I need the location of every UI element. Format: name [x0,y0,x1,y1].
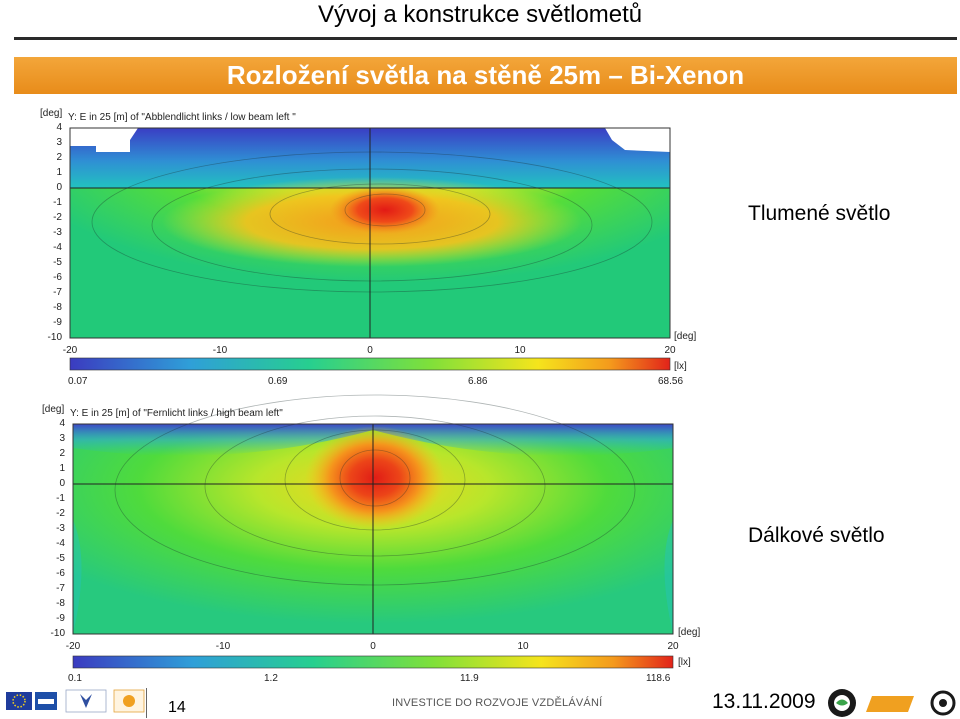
low-beam-x-tick-label: -20 [62,345,78,356]
high-beam-x-unit: [deg] [678,627,701,638]
high-beam-y-tick-label: -8 [56,598,65,609]
low-beam-plot-title: Y: E in 25 [m] of "Abblendlicht links / … [68,112,296,123]
high-beam-x-tick-label: -10 [215,641,231,652]
msmt-logo [65,689,107,713]
esf-logo [35,692,57,710]
e-tech-logo [866,690,956,716]
low-beam-x-tick-label: 10 [514,345,526,356]
high-beam-side-label: Dálkové světlo [748,524,885,547]
low-beam-y-tick-label: -6 [53,272,62,283]
slide-title: Vývoj a konstrukce světlometů [318,1,643,28]
footer-caption: INVESTICE DO ROZVOJE VZDĚLÁVÁNÍ [392,697,603,709]
high-beam-y-tick-label: 1 [59,463,65,474]
high-beam-x-tick-label: -20 [65,641,81,652]
high-beam-y-tick-label: -9 [56,613,65,624]
low-beam-y-tick-label: -8 [53,302,62,313]
low-beam-x-tick-label: 20 [664,345,676,356]
low-beam-y-tick-label: -2 [53,212,62,223]
high-beam-y-tick-label: 3 [59,433,65,444]
high-beam-x-tick-label: 0 [370,641,376,652]
high-beam-y-tick-label: -5 [56,553,65,564]
low-beam-y-tick-label: -5 [53,257,62,268]
high-beam-y-tick-label: 4 [59,418,65,429]
high-beam-x-tick-label: 20 [667,641,679,652]
low-beam-y-tick-label: 2 [56,152,62,163]
high-beam-scale-label: 1.2 [264,673,278,684]
low-beam-scale-label: 68.56 [658,376,684,387]
skoda-logo [828,689,856,717]
low-beam-side-label: Tlumené světlo [748,202,891,225]
low-beam-y-tick-label: 0 [56,182,62,193]
high-beam-y-tick-label: -6 [56,568,65,579]
title-banner: Rozložení světla na stěně 25m – Bi-Xenon [14,57,957,94]
high-beam-scale-label: 118.6 [646,673,671,684]
low-beam-y-tick-label: 3 [56,137,62,148]
low-beam-y-unit: [deg] [40,108,63,119]
high-beam-y-tick-label: -2 [56,508,65,519]
high-beam-y-tick-label: 2 [59,448,65,459]
high-beam-scale-bar [72,655,674,669]
op-vk-logo [113,689,145,713]
footer-separator [146,688,147,718]
low-beam-scale-bar [69,357,671,371]
low-beam-x-tick-label: -10 [212,345,228,356]
low-beam-scale-label: 6.86 [468,376,488,387]
low-beam-scale-label: 0.07 [68,376,88,387]
low-beam-y-tick-label: 1 [56,167,62,178]
low-beam-y-tick-label: -7 [53,287,62,298]
low-beam-y-tick-label: -10 [47,332,62,343]
high-beam-x-tick-label: 10 [517,641,529,652]
title-divider [14,37,957,40]
page-number: 14 [168,699,186,716]
high-beam-y-tick-label: -3 [56,523,65,534]
eu-flag-logo [6,692,32,710]
low-beam-y-tick-label: -3 [53,227,62,238]
banner-text: Rozložení světla na stěně 25m – Bi-Xenon [226,60,745,90]
low-beam-y-tick-label: -1 [53,197,62,208]
high-beam-y-tick-label: -4 [56,538,65,549]
high-beam-y-tick-label: 0 [59,478,65,489]
high-beam-scale-label: 11.9 [460,673,479,684]
high-beam-y-tick-label: -1 [56,493,65,504]
low-beam-scale-label: 0.69 [268,376,288,387]
low-beam-x-unit: [deg] [674,331,697,342]
low-beam-y-tick-label: -9 [53,317,62,328]
high-beam-y-tick-label: -10 [50,628,65,639]
low-beam-lx-unit: [lx] [674,361,687,372]
low-beam-y-tick-label: -4 [53,242,62,253]
footer-date: 13.11.2009 [712,690,816,713]
high-beam-y-tick-label: -7 [56,583,65,594]
high-beam-lx-unit: [lx] [678,657,691,668]
low-beam-x-tick-label: 0 [367,345,373,356]
low-beam-y-tick-label: 4 [56,122,62,133]
high-beam-y-unit: [deg] [42,404,65,415]
high-beam-scale-label: 0.1 [68,673,82,684]
high-beam-plot-title: Y: E in 25 [m] of "Fernlicht links / hig… [70,408,283,419]
